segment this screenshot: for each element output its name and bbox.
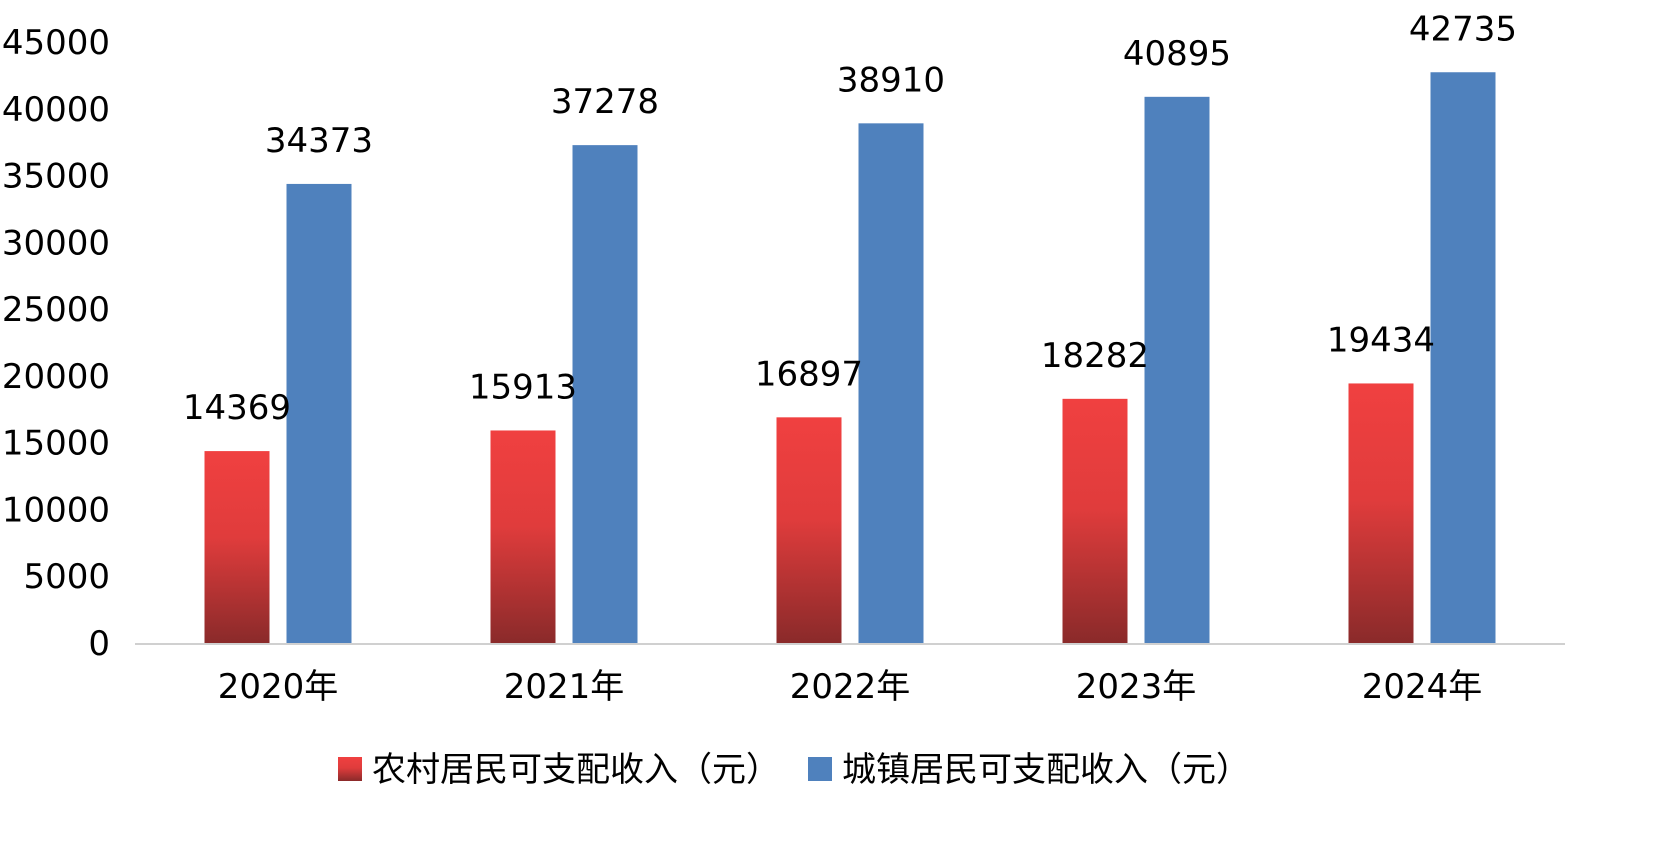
bar-rural <box>1062 398 1128 643</box>
y-tick-label: 45000 <box>2 23 110 63</box>
y-tick-label: 15000 <box>2 424 110 464</box>
y-tick-label: 25000 <box>2 290 110 330</box>
bar-rural <box>204 451 270 643</box>
data-label: 15913 <box>469 367 577 407</box>
data-label: 19434 <box>1327 320 1435 360</box>
y-tick-label: 5000 <box>23 557 110 597</box>
bar-rural <box>490 430 556 643</box>
data-label: 14369 <box>183 388 291 428</box>
data-label: 40895 <box>1123 34 1231 74</box>
data-label: 18282 <box>1041 336 1149 376</box>
legend-item-urban: 城镇居民可支配收入（元） <box>808 750 1250 790</box>
data-label: 37278 <box>551 82 659 122</box>
x-tick-label: 2023年 <box>1076 667 1197 707</box>
y-tick-label: 20000 <box>2 357 110 397</box>
legend-item-rural: 农村居民可支配收入（元） <box>338 750 780 790</box>
y-tick-label: 40000 <box>2 90 110 130</box>
bar-urban <box>1144 96 1210 643</box>
x-tick-label: 2024年 <box>1362 667 1483 707</box>
legend-label: 城镇居民可支配收入（元） <box>842 750 1250 790</box>
x-tick-label: 2021年 <box>504 667 625 707</box>
bar-urban <box>858 123 924 644</box>
bars <box>204 72 1496 644</box>
data-label: 38910 <box>837 60 945 100</box>
y-tick-label: 35000 <box>2 157 110 197</box>
legend: 农村居民可支配收入（元） 城镇居民可支配收入（元） <box>338 750 1250 790</box>
data-label: 42735 <box>1409 9 1517 49</box>
y-tick-label: 0 <box>88 624 110 664</box>
data-label: 16897 <box>755 354 863 394</box>
bar-urban <box>572 145 638 644</box>
x-tick-label: 2020年 <box>218 667 339 707</box>
bar-rural <box>776 417 842 643</box>
legend-swatch <box>808 757 832 781</box>
bar-urban <box>286 183 352 643</box>
x-tick-label: 2022年 <box>790 667 911 707</box>
bar-urban <box>1430 72 1496 643</box>
x-axis-ticks: 2020年 2021年 2022年 2023年 2024年 <box>218 667 1483 707</box>
data-label: 34373 <box>265 121 373 161</box>
y-tick-label: 30000 <box>2 223 110 263</box>
legend-swatch <box>338 757 362 781</box>
legend-label: 农村居民可支配收入（元） <box>372 750 780 790</box>
bar-rural <box>1348 383 1414 643</box>
y-axis-ticks: 0 5000 10000 15000 20000 25000 30000 35000 40000… <box>2 23 110 664</box>
data-labels: 14369 34373 15913 37278 16897 38910 18282 40895… <box>183 9 1517 428</box>
y-tick-label: 10000 <box>2 490 110 530</box>
